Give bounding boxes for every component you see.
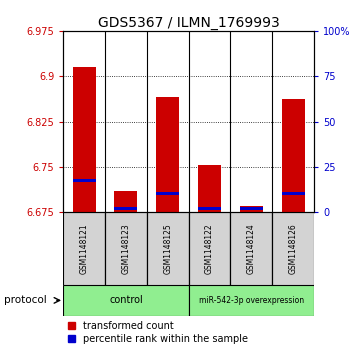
- Text: miR-542-3p overexpression: miR-542-3p overexpression: [199, 296, 304, 305]
- Bar: [147, 212, 188, 285]
- Bar: [156, 192, 179, 195]
- Text: GSM1148123: GSM1148123: [121, 223, 130, 274]
- Bar: [240, 206, 263, 212]
- Bar: [188, 212, 230, 285]
- Bar: [282, 192, 305, 195]
- Text: control: control: [109, 295, 143, 305]
- Text: protocol: protocol: [4, 295, 46, 305]
- Text: GSM1148125: GSM1148125: [163, 223, 172, 274]
- Bar: [272, 212, 314, 285]
- Bar: [73, 179, 96, 182]
- Text: GSM1148124: GSM1148124: [247, 223, 256, 274]
- Bar: [198, 207, 221, 209]
- Bar: [230, 212, 272, 285]
- Bar: [240, 207, 263, 209]
- Bar: [63, 212, 105, 285]
- Bar: [73, 67, 96, 212]
- Text: GSM1148122: GSM1148122: [205, 223, 214, 274]
- Bar: [198, 165, 221, 212]
- Bar: [63, 285, 188, 316]
- Bar: [282, 99, 305, 212]
- Text: GSM1148121: GSM1148121: [79, 223, 88, 274]
- Bar: [114, 207, 138, 209]
- Bar: [188, 285, 314, 316]
- Bar: [105, 212, 147, 285]
- Bar: [156, 97, 179, 212]
- Bar: [114, 191, 138, 212]
- Text: GSM1148126: GSM1148126: [289, 223, 298, 274]
- Title: GDS5367 / ILMN_1769993: GDS5367 / ILMN_1769993: [98, 16, 279, 30]
- Legend: transformed count, percentile rank within the sample: transformed count, percentile rank withi…: [64, 317, 252, 347]
